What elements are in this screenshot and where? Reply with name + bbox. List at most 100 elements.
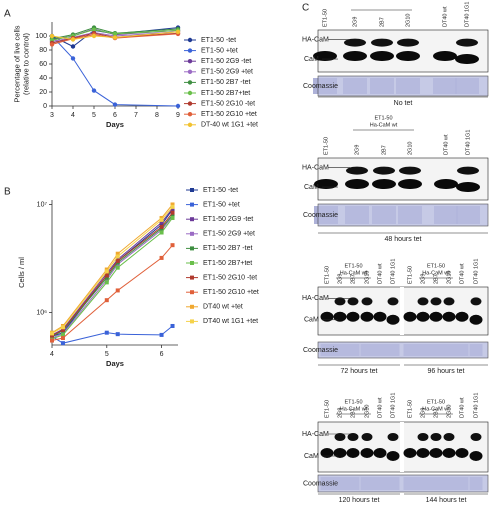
band-cam <box>442 448 456 458</box>
lane-label: 2G9 <box>337 274 343 284</box>
band-ha-cam <box>334 297 346 306</box>
lane-label: DT40 wt <box>377 263 383 284</box>
band-ha-cam <box>361 433 373 441</box>
stain-panel <box>317 474 489 493</box>
band-cam <box>333 448 347 458</box>
x-axis-label: Days <box>106 120 124 129</box>
x-tick-label: 5 <box>92 112 96 119</box>
legend-label: DT-40 wt 1G1 +tet <box>201 122 258 129</box>
marker <box>91 27 97 32</box>
band-cam <box>442 311 456 322</box>
marker <box>70 44 76 49</box>
band-ha-cam <box>399 166 421 175</box>
marker <box>49 33 55 39</box>
legend-marker <box>187 69 193 75</box>
blot <box>317 157 489 201</box>
lane-label: DT40 1G1 <box>473 259 479 284</box>
marker <box>115 265 120 270</box>
y-tick-label: 60 <box>39 61 47 68</box>
band-cam <box>345 179 369 190</box>
lane-label: ET1-50 <box>324 266 330 284</box>
y-tick-label: 100 <box>35 33 47 40</box>
group-label: Ha-CaM wt <box>422 406 450 412</box>
band-label: CaM <box>304 453 319 460</box>
lane-label: 2B7 <box>381 145 387 155</box>
legend-label: ET1-50 2B7+tet <box>203 260 252 267</box>
legend-label: ET1-50 +tet <box>203 201 240 208</box>
lane-label: 2G9 <box>354 145 360 155</box>
band-ha-cam <box>397 38 419 47</box>
legend-marker <box>190 202 194 207</box>
marker <box>159 332 164 337</box>
band-cam <box>469 451 483 461</box>
x-tick-label: 4 <box>71 112 75 119</box>
blot-divider <box>400 287 404 335</box>
y-tick-label: 40 <box>39 75 47 82</box>
lane-label: ET1-50 <box>407 266 413 284</box>
legend-marker <box>187 101 193 106</box>
legend-marker <box>190 290 194 295</box>
band-cam <box>403 448 417 458</box>
band-ha-cam <box>457 166 479 175</box>
band-cam <box>313 51 337 62</box>
lane-label: DT40 1G1 <box>390 259 396 284</box>
marker <box>50 331 54 336</box>
lane-label: DT40 1G1 <box>390 393 396 418</box>
band-ha-cam <box>430 297 442 306</box>
lane-label: 2B7 <box>350 274 356 284</box>
band-cam <box>346 311 360 322</box>
band-cam <box>320 448 334 458</box>
x-tick-label: 6 <box>160 351 164 358</box>
band-cam <box>429 448 443 458</box>
y-tick-label: 20 <box>39 89 47 96</box>
stain-label: Coomassie <box>303 83 338 90</box>
marker <box>49 42 55 47</box>
lane-label: 2G10 <box>364 405 370 418</box>
legend-marker <box>190 188 194 192</box>
lane-label: DT40 1G1 <box>464 2 470 27</box>
lane-label: 2G10 <box>446 405 452 418</box>
lane-label: ET1-50 <box>407 400 413 418</box>
legend-label: ET1-50 2G10 +tet <box>201 111 257 118</box>
marker <box>104 275 109 280</box>
band-label: HA-CaM <box>302 164 329 171</box>
marker <box>104 269 109 274</box>
lane-label: DT40 1G1 <box>465 130 471 155</box>
x-tick-label: 5 <box>105 351 109 358</box>
legend-label: ET1-50 2G10 +tet <box>203 289 259 296</box>
legend-label: ET1-50 -tet <box>203 187 238 194</box>
marker <box>115 332 120 337</box>
x-axis-label: Days <box>106 359 124 368</box>
caption: No tet <box>394 100 413 107</box>
band-ha-cam <box>387 297 399 306</box>
band-cam <box>469 314 483 325</box>
band-label: HA-CaM <box>302 36 329 43</box>
band-cam <box>416 448 430 458</box>
lane-label: DT40 wt <box>459 263 465 284</box>
lane-label: ET1-50 <box>323 137 329 155</box>
marker <box>115 251 120 256</box>
marker <box>170 212 175 217</box>
lane-label: DT40 1G1 <box>473 393 479 418</box>
legend-marker <box>190 261 194 265</box>
marker <box>175 103 181 109</box>
panel-label: C <box>302 3 309 14</box>
blot-divider <box>400 422 404 472</box>
band-ha-cam <box>347 297 359 306</box>
lane-label: DT40 wt <box>442 6 448 27</box>
legend-label: ET1-50 2G10 -tet <box>203 274 257 281</box>
x-tick-label: 9 <box>176 112 180 119</box>
band-cam <box>456 182 480 193</box>
legend-marker <box>190 217 194 222</box>
stain-panel <box>317 341 489 359</box>
lane-label: 2G10 <box>407 142 413 155</box>
panel-label: B <box>4 187 11 198</box>
legend-marker <box>187 112 193 117</box>
band-ha-cam <box>443 297 455 306</box>
band-ha-cam <box>417 297 429 306</box>
caption: 120 hours tet <box>339 497 380 504</box>
stain-label: Coomassie <box>303 212 338 219</box>
legend-marker <box>190 304 194 309</box>
group-label: Ha-CaM wt <box>422 270 450 276</box>
legend-label: ET1-50 2G9 +tet <box>201 69 253 76</box>
